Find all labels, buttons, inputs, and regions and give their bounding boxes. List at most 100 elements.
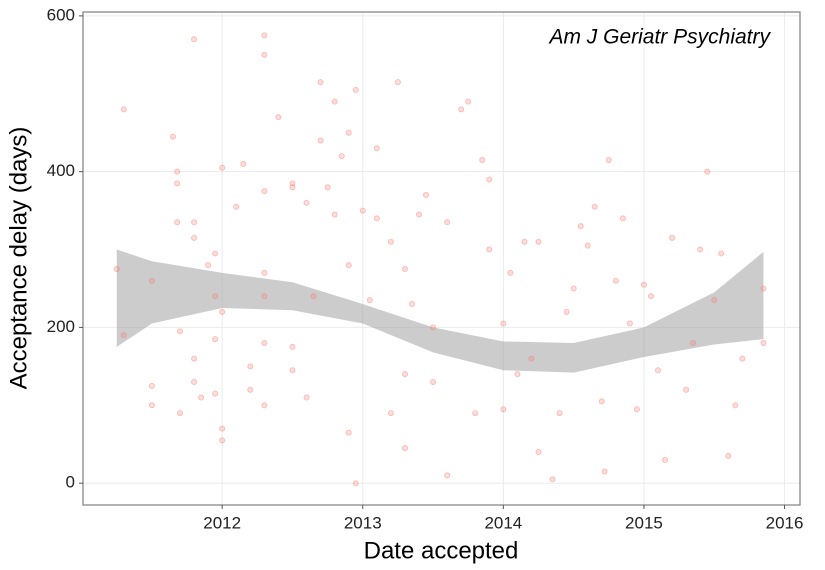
point — [191, 219, 198, 226]
plot-panel — [83, 12, 800, 505]
point — [240, 160, 247, 167]
point — [401, 445, 408, 452]
point — [535, 238, 542, 245]
point — [247, 386, 254, 393]
point — [289, 184, 296, 191]
point — [697, 246, 704, 253]
point — [120, 106, 127, 113]
point — [465, 98, 472, 105]
point — [760, 340, 767, 347]
point — [430, 324, 437, 331]
point — [669, 234, 676, 241]
panel-border — [82, 11, 801, 506]
point — [387, 410, 394, 417]
confidence-band — [116, 249, 764, 373]
point — [430, 378, 437, 385]
point — [570, 285, 577, 292]
point — [584, 242, 591, 249]
point — [556, 410, 563, 417]
point — [324, 184, 331, 191]
point — [732, 402, 739, 409]
point — [458, 106, 465, 113]
point — [577, 223, 584, 230]
point — [233, 203, 240, 210]
point — [148, 382, 155, 389]
point — [219, 425, 226, 432]
point — [148, 402, 155, 409]
point — [219, 437, 226, 444]
point — [303, 394, 310, 401]
point — [261, 269, 268, 276]
point — [169, 133, 176, 140]
point — [191, 355, 198, 362]
x-tick-label: 2012 — [203, 513, 241, 532]
point — [177, 328, 184, 335]
y-tick-label: 0 — [66, 473, 75, 492]
point — [261, 340, 268, 347]
point — [387, 238, 394, 245]
point — [444, 472, 451, 479]
point — [331, 98, 338, 105]
point — [535, 449, 542, 456]
point — [514, 371, 521, 378]
y-tick-label: 200 — [47, 317, 75, 336]
point — [212, 250, 219, 257]
point — [174, 219, 181, 226]
point — [416, 211, 423, 218]
point — [366, 297, 373, 304]
point — [352, 480, 359, 487]
point — [261, 293, 268, 300]
point — [408, 301, 415, 308]
point — [718, 250, 725, 257]
point — [198, 394, 205, 401]
point — [647, 293, 654, 300]
point — [289, 180, 296, 187]
x-axis-title: Date accepted — [364, 537, 519, 564]
point — [373, 215, 380, 222]
point — [261, 51, 268, 58]
point — [177, 410, 184, 417]
point — [331, 211, 338, 218]
point — [352, 86, 359, 93]
point — [563, 308, 570, 315]
point — [174, 168, 181, 175]
y-tick-label: 400 — [47, 161, 75, 180]
point — [212, 336, 219, 343]
point — [345, 429, 352, 436]
point — [219, 308, 226, 315]
point — [612, 277, 619, 284]
x-tick-label: 2014 — [484, 513, 522, 532]
point — [598, 398, 605, 405]
point — [191, 36, 198, 43]
point — [507, 269, 514, 276]
point — [317, 79, 324, 86]
point — [619, 215, 626, 222]
x-tick-label: 2016 — [766, 513, 804, 532]
point — [373, 145, 380, 152]
point — [760, 285, 767, 292]
point — [205, 262, 212, 269]
x-tick-label: 2015 — [625, 513, 663, 532]
point — [690, 340, 697, 347]
point — [655, 367, 662, 374]
point — [120, 332, 127, 339]
point — [275, 114, 282, 121]
point — [212, 293, 219, 300]
point — [191, 234, 198, 241]
point — [219, 164, 226, 171]
point — [148, 277, 155, 284]
point — [401, 371, 408, 378]
point — [261, 32, 268, 39]
y-axis-title: Acceptance delay (days) — [5, 127, 32, 390]
point — [626, 320, 633, 327]
point — [212, 390, 219, 397]
point — [174, 180, 181, 187]
point — [394, 79, 401, 86]
point — [528, 355, 535, 362]
point — [640, 281, 647, 288]
point — [662, 456, 669, 463]
point — [591, 203, 598, 210]
point — [423, 192, 430, 199]
point — [683, 386, 690, 393]
